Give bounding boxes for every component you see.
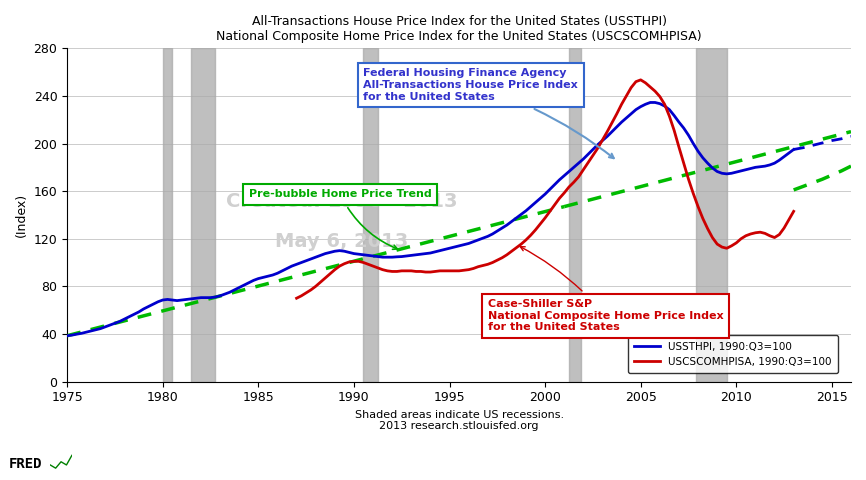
Text: Case-Shiller S&P
National Composite Home Price Index
for the United States: Case-Shiller S&P National Composite Home… xyxy=(488,247,723,332)
Text: Federal Housing Finance Agency
All-Transactions House Price Index
for the United: Federal Housing Finance Agency All-Trans… xyxy=(364,68,614,158)
X-axis label: Shaded areas indicate US recessions.
2013 research.stlouisfed.org: Shaded areas indicate US recessions. 201… xyxy=(354,410,564,432)
Bar xyxy=(191,48,216,382)
Text: May 6, 2013: May 6, 2013 xyxy=(275,232,408,251)
Text: FRED: FRED xyxy=(9,457,42,471)
Text: Pre-bubble Home Price Trend: Pre-bubble Home Price Trend xyxy=(249,189,431,249)
Bar xyxy=(163,48,172,382)
Bar xyxy=(569,48,581,382)
Title: All-Transactions House Price Index for the United States (USSTHPI)
National Comp: All-Transactions House Price Index for t… xyxy=(216,15,701,43)
Text: Created: 1996 - 2013: Created: 1996 - 2013 xyxy=(226,192,457,211)
Bar xyxy=(364,48,378,382)
Y-axis label: (Index): (Index) xyxy=(15,193,28,237)
Bar xyxy=(696,48,727,382)
Legend: USSTHPI, 1990:Q3=100, USCSCOMHPISA, 1990:Q3=100: USSTHPI, 1990:Q3=100, USCSCOMHPISA, 1990… xyxy=(628,335,838,373)
